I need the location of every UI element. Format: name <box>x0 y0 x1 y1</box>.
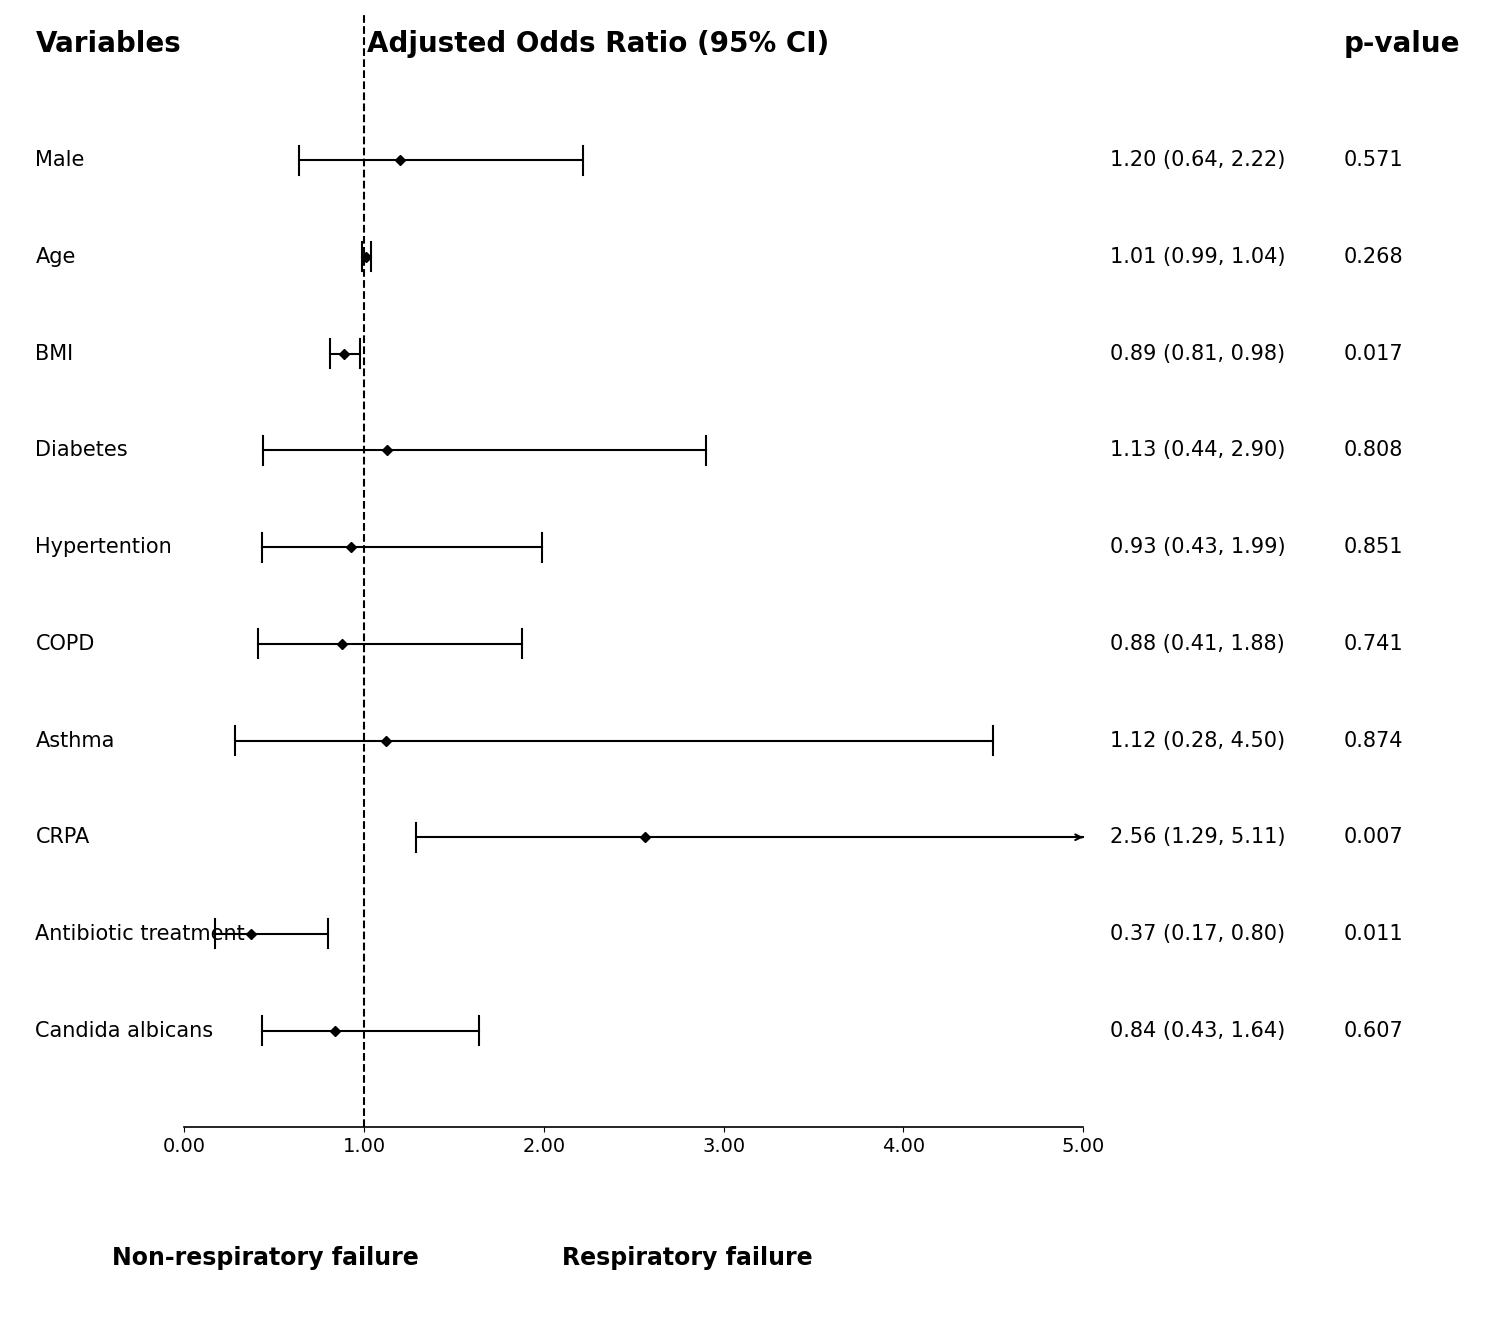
Text: 0.84 (0.43, 1.64): 0.84 (0.43, 1.64) <box>1110 1021 1286 1041</box>
Text: BMI: BMI <box>36 344 74 364</box>
Text: 0.607: 0.607 <box>1344 1021 1403 1041</box>
Text: Variables: Variables <box>36 30 182 58</box>
Text: 2.56 (1.29, 5.11): 2.56 (1.29, 5.11) <box>1110 827 1286 847</box>
Text: 0.268: 0.268 <box>1344 247 1403 267</box>
Text: p-value: p-value <box>1344 30 1460 58</box>
Text: Hypertention: Hypertention <box>36 537 173 557</box>
Text: 0.741: 0.741 <box>1344 634 1403 654</box>
Text: Asthma: Asthma <box>36 731 114 751</box>
Text: Candida albicans: Candida albicans <box>36 1021 213 1041</box>
Text: 0.89 (0.81, 0.98): 0.89 (0.81, 0.98) <box>1110 344 1286 364</box>
Text: COPD: COPD <box>36 634 95 654</box>
Text: 0.37 (0.17, 0.80): 0.37 (0.17, 0.80) <box>1110 924 1286 944</box>
Text: 0.93 (0.43, 1.99): 0.93 (0.43, 1.99) <box>1110 537 1286 557</box>
Text: CRPA: CRPA <box>36 827 90 847</box>
Text: Antibiotic treatment: Antibiotic treatment <box>36 924 245 944</box>
Text: 0.007: 0.007 <box>1344 827 1403 847</box>
Text: Male: Male <box>36 150 84 171</box>
Text: 0.851: 0.851 <box>1344 537 1403 557</box>
Text: 1.13 (0.44, 2.90): 1.13 (0.44, 2.90) <box>1110 441 1286 461</box>
Text: 0.017: 0.017 <box>1344 344 1403 364</box>
Text: 0.808: 0.808 <box>1344 441 1403 461</box>
Text: Adjusted Odds Ratio (95% CI): Adjusted Odds Ratio (95% CI) <box>366 30 829 58</box>
Text: 0.874: 0.874 <box>1344 731 1403 751</box>
Text: 1.20 (0.64, 2.22): 1.20 (0.64, 2.22) <box>1110 150 1286 171</box>
Text: Respiratory failure: Respiratory failure <box>562 1246 813 1270</box>
Text: 1.01 (0.99, 1.04): 1.01 (0.99, 1.04) <box>1110 247 1286 267</box>
Text: 0.571: 0.571 <box>1344 150 1403 171</box>
Text: 0.88 (0.41, 1.88): 0.88 (0.41, 1.88) <box>1110 634 1284 654</box>
Text: 0.011: 0.011 <box>1344 924 1403 944</box>
Text: 1.12 (0.28, 4.50): 1.12 (0.28, 4.50) <box>1110 731 1286 751</box>
Text: Diabetes: Diabetes <box>36 441 128 461</box>
Text: Non-respiratory failure: Non-respiratory failure <box>111 1246 419 1270</box>
Text: Age: Age <box>36 247 75 267</box>
